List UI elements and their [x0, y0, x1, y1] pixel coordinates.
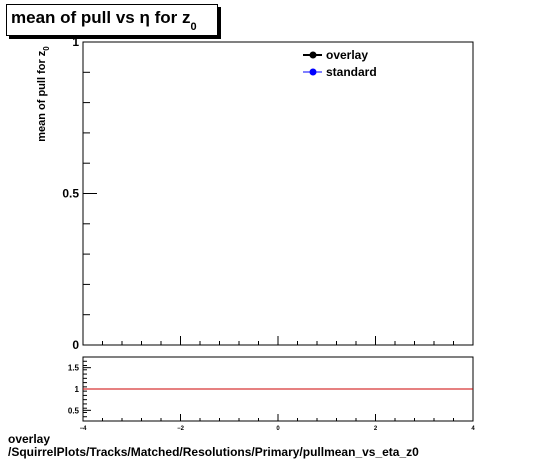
- footer-caption: overlay /SquirrelPlots/Tracks/Matched/Re…: [8, 433, 419, 459]
- legend-label-overlay: overlay: [326, 48, 368, 62]
- ratio-x-tick-label: −4: [80, 426, 88, 432]
- chart-title-main: mean of pull vs η for z: [11, 8, 191, 27]
- chart-title-subscript: 0: [190, 21, 197, 33]
- ratio-axis-ticks: 0.5 1 1.5 −4 −2 0 2 4: [68, 356, 475, 432]
- ratio-x-tick-label: 0: [276, 426, 280, 432]
- main-y-tick-label: 0.5: [62, 187, 79, 201]
- main-y-tick-label: 1: [72, 35, 79, 49]
- ratio-y-tick-label: 1: [75, 385, 80, 394]
- main-plot-frame: [82, 41, 474, 346]
- main-y-tick-label: 0: [72, 338, 79, 352]
- ratio-y-tick-label: 1.5: [68, 364, 80, 373]
- ratio-x-tick-label: −2: [177, 426, 185, 432]
- legend-marker-overlay: [309, 51, 317, 59]
- main-axis-ticks: 00.51: [62, 35, 474, 352]
- legend-label-standard: standard: [326, 65, 377, 79]
- legend: overlay standard: [303, 48, 377, 79]
- chart-title-box: mean of pull vs η for z0: [6, 4, 218, 36]
- ratio-x-tick-label: 4: [471, 426, 475, 432]
- chart-title: mean of pull vs η for z0: [11, 8, 197, 33]
- footer-line-2: /SquirrelPlots/Tracks/Matched/Resolution…: [8, 445, 419, 459]
- ratio-y-tick-label: 0.5: [68, 406, 80, 415]
- footer-line-1: overlay: [8, 432, 51, 446]
- ratio-x-tick-label: 2: [374, 426, 378, 432]
- legend-marker-standard: [309, 68, 317, 76]
